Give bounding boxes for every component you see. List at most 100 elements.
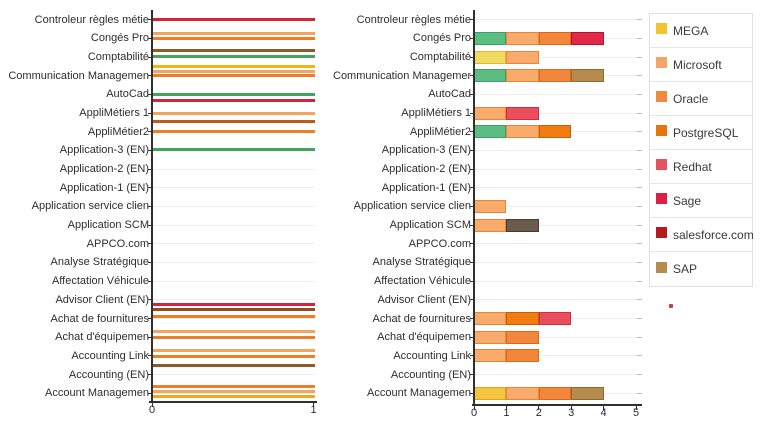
bar-segment[interactable]: [538, 312, 572, 325]
bar-segment[interactable]: [506, 386, 539, 400]
bar-segment[interactable]: [474, 50, 507, 64]
legend-item[interactable]: Microsoft: [650, 48, 752, 82]
category-label: APPCO.com: [408, 237, 471, 250]
thin-bar[interactable]: [152, 18, 315, 22]
category-label: APPCO.com: [86, 237, 149, 250]
category-label: AppliMétier2: [409, 125, 471, 138]
legend-swatch-icon: [656, 193, 667, 204]
y-tick: [470, 112, 474, 114]
legend-item[interactable]: salesforce.com: [650, 218, 754, 252]
bar-segment[interactable]: [506, 50, 539, 64]
thin-bar[interactable]: [152, 148, 315, 151]
bar-segment[interactable]: [474, 125, 507, 139]
category-label: Application-2 (EN): [59, 163, 149, 176]
bar-segment[interactable]: [506, 106, 539, 120]
category-label: AutoCad: [428, 88, 471, 101]
gridline: [152, 205, 315, 207]
thin-bar[interactable]: [152, 98, 315, 102]
bar-segment[interactable]: [474, 349, 507, 363]
bar-segment[interactable]: [538, 386, 572, 400]
thin-bar[interactable]: [152, 120, 315, 123]
category-label: Controleur règles métie: [34, 13, 149, 26]
bar-segment[interactable]: [474, 106, 507, 120]
x-tick-label: 2: [535, 407, 542, 419]
x-tick-label: 0: [148, 404, 156, 416]
bar-segment[interactable]: [571, 386, 604, 400]
legend-swatch-icon: [656, 261, 667, 273]
y-tick-mirror: [637, 149, 642, 151]
thin-bar[interactable]: [152, 336, 315, 340]
category-label: Analyse Stratégique: [50, 256, 149, 269]
thin-bar[interactable]: [152, 390, 315, 394]
x-axis-line: [149, 401, 317, 403]
legend-item[interactable]: Redhat: [650, 150, 752, 184]
bar-segment[interactable]: [538, 125, 572, 139]
bar-segment[interactable]: [571, 31, 604, 45]
bar-segment[interactable]: [474, 330, 507, 344]
x-tick: [505, 405, 507, 410]
thin-bar[interactable]: [152, 302, 315, 306]
bar-segment[interactable]: [474, 312, 507, 325]
gridline: [474, 299, 637, 301]
bar-segment[interactable]: [474, 31, 507, 45]
bar-segment[interactable]: [474, 69, 507, 83]
bar-segment[interactable]: [538, 31, 572, 45]
legend-item[interactable]: SAP: [650, 252, 752, 286]
gridline: [152, 187, 315, 189]
bar-segment[interactable]: [506, 69, 539, 83]
thin-bar[interactable]: [152, 314, 315, 318]
thin-bar[interactable]: [152, 70, 315, 73]
legend-item[interactable]: MEGA: [650, 14, 752, 48]
thin-bar[interactable]: [152, 55, 315, 59]
legend-item[interactable]: Oracle: [650, 82, 752, 116]
thin-bar[interactable]: [152, 65, 315, 69]
y-tick: [470, 299, 474, 301]
bar-segment[interactable]: [571, 69, 604, 83]
thin-bar[interactable]: [152, 330, 315, 334]
gridline: [152, 374, 315, 376]
gridline: [152, 261, 315, 263]
category-label: Account Managemen: [45, 387, 149, 400]
x-tick-label: 1: [503, 407, 510, 419]
y-tick: [470, 374, 474, 376]
thin-bar[interactable]: [152, 74, 315, 78]
bar-segment[interactable]: [506, 125, 539, 139]
bar-segment[interactable]: [538, 69, 572, 83]
thin-bar[interactable]: [152, 36, 315, 40]
y-tick-mirror: [637, 318, 642, 319]
gridline: [474, 374, 637, 376]
category-label: Advisor Client (EN): [55, 293, 149, 306]
bar-segment[interactable]: [506, 330, 539, 344]
thin-bar[interactable]: [152, 92, 315, 96]
category-label: Application-3 (EN): [59, 144, 149, 157]
legend-item-label: salesforce.com: [673, 227, 754, 242]
x-tick: [635, 405, 637, 410]
thin-bar[interactable]: [152, 349, 315, 353]
category-label: AppliMétiers 1: [401, 107, 471, 120]
thin-bar[interactable]: [152, 395, 315, 399]
legend-item[interactable]: PostgreSQL: [650, 116, 752, 150]
bar-segment[interactable]: [506, 349, 539, 363]
thin-bar[interactable]: [152, 354, 315, 358]
thin-bar[interactable]: [152, 48, 315, 52]
y-tick-mirror: [637, 299, 642, 301]
thin-bar[interactable]: [152, 308, 315, 312]
bar-segment[interactable]: [474, 386, 507, 400]
thin-bar[interactable]: [152, 130, 315, 134]
thin-bar[interactable]: [152, 111, 315, 115]
category-label: Application-3 (EN): [381, 144, 471, 157]
bar-segment[interactable]: [506, 31, 539, 45]
gridline: [152, 299, 315, 301]
legend-item[interactable]: Sage: [650, 184, 752, 218]
bar-segment[interactable]: [474, 199, 507, 213]
gridline: [474, 56, 637, 58]
bar-segment[interactable]: [506, 218, 539, 232]
bar-segment[interactable]: [474, 218, 507, 232]
y-tick-mirror: [637, 205, 642, 207]
thin-bar[interactable]: [152, 363, 315, 367]
bar-segment[interactable]: [506, 312, 539, 325]
category-label: AutoCad: [106, 88, 149, 101]
thin-bar[interactable]: [152, 385, 315, 388]
thin-bar[interactable]: [152, 31, 315, 35]
category-label: Controleur règles métie: [356, 13, 471, 26]
